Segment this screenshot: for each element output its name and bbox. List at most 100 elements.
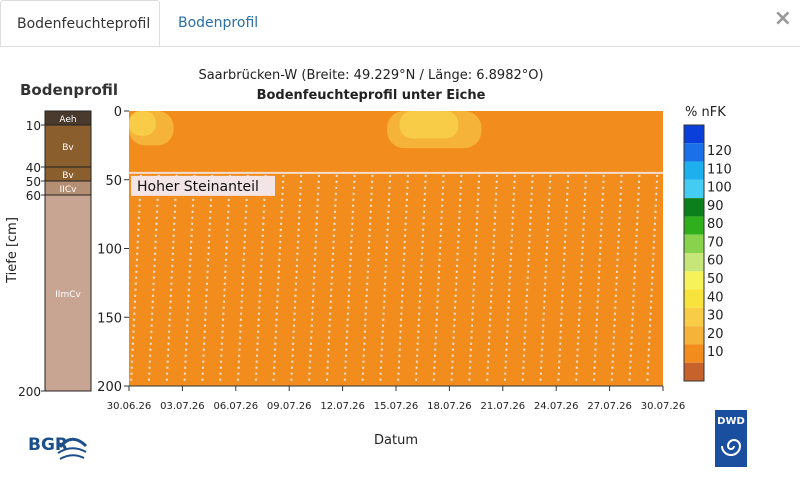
stone-label-bg xyxy=(131,175,275,196)
legend-label-120: 120 xyxy=(707,144,732,159)
stone-hatch-6 xyxy=(236,174,249,385)
profile-y-label: Tiefe [cm] xyxy=(5,217,20,284)
legend-label-70: 70 xyxy=(707,235,724,250)
legend-label-50: 50 xyxy=(707,272,724,287)
legend-frame xyxy=(683,124,705,382)
legend-swatch-0 xyxy=(684,125,704,144)
stone-hatch-13 xyxy=(361,174,374,385)
stone-hatch-16 xyxy=(414,174,427,385)
profile-tick-label-1: 40 xyxy=(26,161,41,175)
profile-tick-label-4: 200 xyxy=(18,385,41,399)
stone-hatch-11 xyxy=(325,174,338,385)
dwd-logo-text: DWD xyxy=(717,416,745,427)
legend-swatch-5 xyxy=(684,216,704,235)
y-axis: 0 50 100 150 200 xyxy=(97,105,129,395)
legend-label-100: 100 xyxy=(707,181,732,196)
heatmap-patch-3 xyxy=(399,111,459,139)
x-axis: 30.06.26 03.07.26 06.07.26 09.07.26 12.07.26… xyxy=(107,385,686,412)
soil-layer-1 xyxy=(44,124,92,168)
legend-swatch-8 xyxy=(684,271,704,290)
bgr-logo: BGR xyxy=(28,435,88,460)
stone-zone-label: Hoher Steinanteil xyxy=(137,179,259,195)
stone-hatch-23 xyxy=(539,174,552,385)
legend-swatch-2 xyxy=(684,161,704,180)
legend-label-40: 40 xyxy=(707,290,724,305)
heatmap-patches xyxy=(129,111,482,149)
close-icon[interactable]: × xyxy=(773,6,792,31)
stone-hatch-18 xyxy=(450,174,463,385)
soil-layer-label-4: IImCv xyxy=(55,290,81,300)
legend-swatch-13 xyxy=(684,362,704,381)
stone-hatch-29 xyxy=(646,174,659,385)
stone-hatch-10 xyxy=(308,174,320,385)
soil-profile-column: Aeh Bv Bv IICv IImCv xyxy=(44,110,92,392)
legend-label-110: 110 xyxy=(707,162,732,177)
legend-title: % nFK xyxy=(685,105,726,120)
stone-hatch-14 xyxy=(379,174,392,385)
chart-subtitle: Bodenfeuchteprofil unter Eiche xyxy=(257,88,486,103)
profile-tick-label-3: 60 xyxy=(26,189,41,203)
x-tick-label-1: 03.07.26 xyxy=(160,401,205,412)
x-tick-label-3: 09.07.26 xyxy=(267,401,312,412)
tab-bodenprofil[interactable]: Bodenprofil xyxy=(178,15,259,31)
stone-zone: Hoher Steinanteil xyxy=(129,171,663,385)
legend-label-90: 90 xyxy=(707,199,724,214)
legend-swatch-6 xyxy=(684,234,704,253)
stone-hatch-9 xyxy=(290,174,303,385)
y-tick-label-2: 100 xyxy=(97,243,122,258)
legend-label-10: 10 xyxy=(707,345,724,360)
stone-hatch-24 xyxy=(557,174,570,385)
stone-hatch-21 xyxy=(503,174,516,385)
legend-swatch-4 xyxy=(684,198,704,217)
stone-hatch-1 xyxy=(147,174,160,385)
tab-bodenfeuchteprofil[interactable]: Bodenfeuchteprofil xyxy=(0,0,160,46)
soil-layer-label-1: Bv xyxy=(62,143,74,153)
y-tick-label-3: 150 xyxy=(97,311,122,326)
heatmap-patch-1 xyxy=(129,111,156,136)
x-tick-label-10: 30.07.26 xyxy=(641,401,686,412)
y-tick-label-4: 200 xyxy=(97,380,122,395)
legend-swatch-12 xyxy=(684,344,704,363)
stone-hatch-3 xyxy=(183,174,196,385)
profile-tick-label-0: 10 xyxy=(26,119,41,133)
legend-label-20: 20 xyxy=(707,327,724,342)
soil-layer-label-0: Aeh xyxy=(59,115,76,125)
stone-hatch-19 xyxy=(468,174,481,385)
stone-hatch-25 xyxy=(575,174,587,385)
stone-hatch-7 xyxy=(254,174,267,385)
x-tick-label-0: 30.06.26 xyxy=(107,401,152,412)
stone-hatch-4 xyxy=(201,174,214,385)
legend-label-30: 30 xyxy=(707,309,724,324)
legend-swatch-10 xyxy=(684,307,704,327)
y-tick-label-1: 50 xyxy=(105,174,122,189)
legend-swatch-11 xyxy=(684,326,704,345)
y-tick-label-0: 0 xyxy=(114,105,122,120)
stone-hatch-27 xyxy=(610,174,623,385)
stone-hatch-20 xyxy=(486,174,498,385)
soil-layer-label-2: Bv xyxy=(62,171,74,181)
stone-hatch-2 xyxy=(165,174,178,385)
x-axis-label: Datum xyxy=(374,433,418,448)
legend: 10 20 30 40 50 60 70 80 90 100 110 120 xyxy=(683,124,732,382)
x-tick-label-4: 12.07.26 xyxy=(320,401,365,412)
legend-label-60: 60 xyxy=(707,254,724,269)
stone-hatch-0 xyxy=(130,174,142,385)
stone-hatch-12 xyxy=(343,174,356,385)
profile-title: Bodenprofil xyxy=(20,81,118,99)
legend-swatch-3 xyxy=(684,179,704,199)
legend-label-80: 80 xyxy=(707,217,724,232)
soil-layer-4 xyxy=(44,194,92,392)
dwd-logo: DWD xyxy=(715,410,747,467)
x-tick-label-6: 18.07.26 xyxy=(427,401,472,412)
legend-swatch-9 xyxy=(684,289,704,308)
tab-bar: Bodenfeuchteprofil Bodenprofil xyxy=(0,0,800,47)
stone-hatch-5 xyxy=(219,174,231,385)
stone-hatch-15 xyxy=(397,174,409,385)
legend-swatch-1 xyxy=(684,143,704,162)
stone-hatch-28 xyxy=(628,174,641,385)
legend-swatch-7 xyxy=(684,253,704,272)
soil-layer-label-3: IICv xyxy=(60,185,78,195)
stone-hatch-17 xyxy=(432,174,445,385)
bgr-logo-text: BGR xyxy=(28,435,68,455)
